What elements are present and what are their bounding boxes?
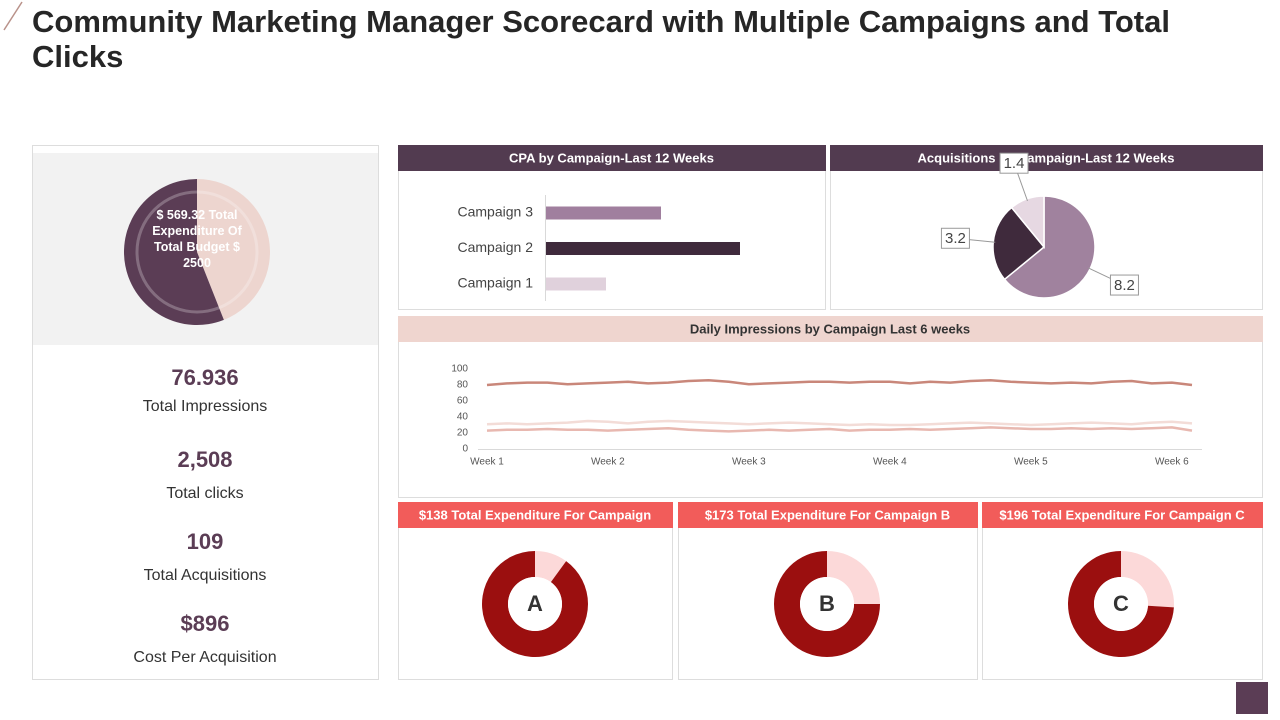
pie-ring: [135, 190, 259, 314]
line-series: [486, 419, 1193, 427]
line-series: [486, 378, 1193, 387]
kpi-value: $896: [181, 611, 230, 636]
y-tick-label: 40: [457, 412, 469, 423]
label-box: [999, 152, 1029, 174]
panel-title: Daily Impressions by Campaign Last 6 wee…: [690, 321, 970, 336]
label-box: [1109, 274, 1139, 296]
bar: [546, 277, 606, 291]
kpi-value: 76.936: [171, 365, 238, 390]
kpi-label: Total Acquisitions: [144, 567, 267, 584]
kpi-value: 109: [187, 529, 224, 554]
donut-hole: [508, 577, 562, 631]
label-box: [940, 227, 970, 249]
donut-slice: [482, 551, 589, 658]
x-tick-label: Week 3: [732, 457, 766, 468]
x-tick-label: Week 6: [1155, 457, 1189, 468]
decor-slash: [3, 1, 23, 31]
donut-letter: C: [1113, 591, 1129, 616]
x-tick-label: Week 1: [470, 457, 504, 468]
panel-header: [982, 502, 1263, 528]
data-label: 8.2: [1114, 277, 1135, 294]
data-label: 3.2: [945, 230, 966, 247]
kpi-label: Total clicks: [166, 485, 243, 502]
kpi-label: Total Impressions: [143, 398, 268, 415]
bar: [546, 206, 661, 220]
panel-title: CPA by Campaign-Last 12 Weeks: [509, 150, 714, 165]
panel-title: Acquisitions by Campaign-Last 12 Weeks: [918, 150, 1175, 165]
y-tick-label: 60: [457, 396, 469, 407]
panel: [398, 145, 826, 310]
donut-slice: [535, 551, 567, 583]
decor-square: [1236, 682, 1268, 714]
kpi-value: 2,508: [177, 447, 232, 472]
panel-header: [398, 316, 1263, 342]
panel-header: [830, 145, 1263, 171]
budget-label: $ 569.32 Total Expenditure Of Total Budg…: [152, 208, 242, 270]
pie-slice: [123, 179, 224, 325]
y-tick-label: 20: [457, 428, 469, 439]
y-tick-label: 100: [451, 364, 468, 375]
panel: [398, 316, 1263, 498]
panel-header: [678, 502, 978, 528]
donut-hole: [1094, 577, 1148, 631]
donut-hole: [800, 577, 854, 631]
y-tick-label: 80: [457, 380, 469, 391]
donut-letter: A: [527, 591, 543, 616]
donut-letter: B: [819, 591, 835, 616]
donut-slice: [1121, 551, 1174, 608]
category-label: Campaign 3: [458, 204, 534, 220]
x-tick-label: Week 5: [1014, 457, 1048, 468]
x-tick-label: Week 2: [591, 457, 625, 468]
category-label: Campaign 2: [458, 239, 534, 255]
pie-slice: [197, 179, 270, 320]
y-tick-label: 0: [462, 444, 468, 455]
kpi-label: Cost Per Acquisition: [133, 649, 276, 666]
line-series: [486, 426, 1193, 433]
category-label: Campaign 1: [458, 275, 534, 291]
donut-slice: [1067, 551, 1174, 658]
x-tick-label: Week 4: [873, 457, 907, 468]
page-title: Community Marketing Manager Scorecard wi…: [32, 4, 1170, 74]
panel-title: $196 Total Expenditure For Campaign C: [999, 507, 1245, 522]
donut-slice: [827, 551, 880, 604]
panel-title: $173 Total Expenditure For Campaign B: [705, 507, 950, 522]
panel-header: [398, 145, 826, 171]
panel-title: $138 Total Expenditure For Campaign: [419, 507, 651, 522]
bar: [546, 242, 740, 255]
panel-header: [398, 502, 673, 528]
donut-slice: [774, 551, 880, 657]
data-label: 1.4: [1004, 155, 1025, 172]
